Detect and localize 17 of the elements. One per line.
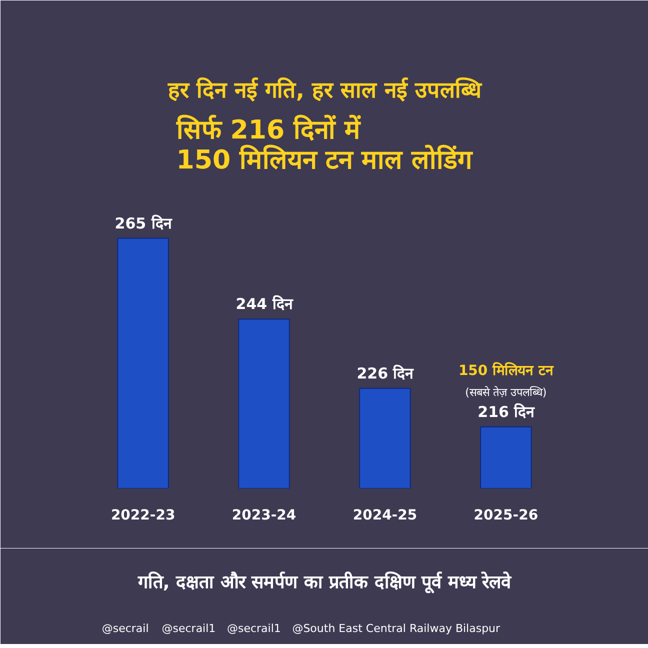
chart-subtitle: सिर्फ 216 दिनों में 150 मिलियन टन माल लोडिंग — [175, 114, 474, 176]
x-tick-label: 2024-25 — [352, 508, 418, 524]
text: @secrail1 — [226, 622, 281, 635]
annotation: (सबसे तेज़ उपलब्धि) — [465, 386, 547, 399]
x-tick-label: 2022-23 — [110, 508, 176, 524]
text: @secrail1 — [162, 622, 216, 635]
x-tick-label: 2025-26 — [474, 508, 538, 524]
data-label: 265 दिन — [114, 214, 172, 232]
data-label: 244 दिन — [236, 295, 294, 314]
x-tick-label: 2023-24 — [232, 508, 296, 524]
data-label: 216 दिन — [478, 402, 536, 421]
chart-title: हर दिन नई गति, हर साल नई उपलब्धि — [167, 76, 483, 104]
text: @South East Central Railway Bilaspur — [292, 622, 501, 635]
data-label: 226 दिन — [356, 364, 414, 382]
annotation: 150 मिलियन टन — [458, 362, 554, 379]
text: गति, दक्षता और समर्पण का प्रतीक दक्षिण पूर्व मध्य रेलवे — [136, 571, 512, 594]
text: @secrail — [102, 622, 149, 635]
